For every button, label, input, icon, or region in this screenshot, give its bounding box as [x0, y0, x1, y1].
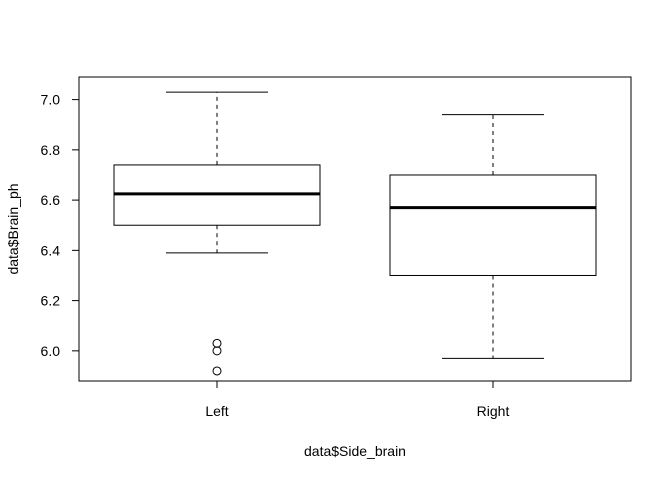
y-tick-label: 6.6: [41, 192, 61, 208]
y-tick-label: 6.8: [41, 142, 61, 158]
y-tick-label: 6.2: [41, 293, 61, 309]
outlier-point-left: [212, 346, 222, 356]
y-tick-label: 6.0: [41, 343, 61, 359]
y-tick-label: 6.4: [41, 242, 61, 258]
y-axis-title: data$Brain_ph: [5, 183, 21, 274]
outlier-point-left: [212, 338, 222, 348]
y-tick-label: 7.0: [41, 92, 61, 108]
outlier-point-left: [212, 366, 222, 376]
x-tick-label-left: Left: [205, 403, 228, 419]
box-right: [389, 174, 597, 276]
x-axis-title: data$Side_brain: [304, 443, 406, 459]
x-tick-label-right: Right: [477, 403, 510, 419]
